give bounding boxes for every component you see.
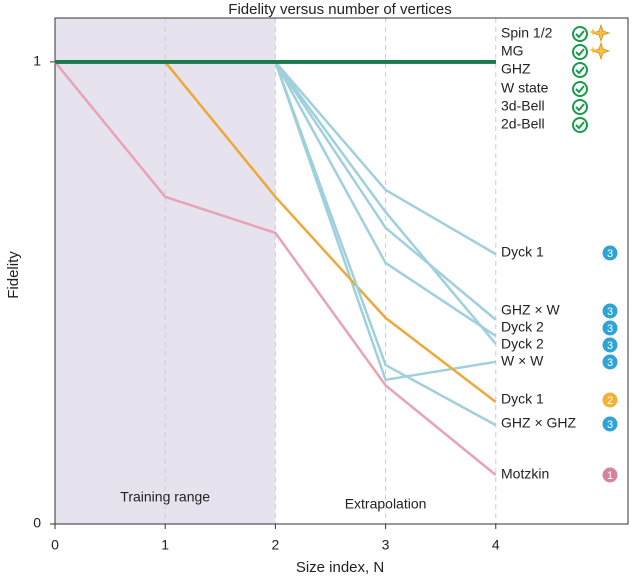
badge-label: 2 [607, 395, 613, 407]
series-line [274, 61, 497, 427]
legend-label: GHZ [501, 61, 531, 77]
y-tick-label: 1 [33, 53, 41, 69]
legend-label: Spin 1/2 [501, 25, 553, 41]
legend-label: MG [501, 43, 524, 59]
check-icon [572, 62, 588, 78]
legend-label: Dyck 1 [501, 244, 544, 260]
badge-label: 3 [607, 340, 613, 352]
y-axis-title: Fidelity [5, 251, 22, 299]
series-line [274, 61, 497, 337]
x-tick-label: 4 [492, 537, 500, 553]
x-tick-label: 3 [382, 537, 390, 553]
legend-label: Dyck 2 [501, 336, 544, 352]
check-mark [575, 48, 585, 57]
badge [602, 320, 618, 336]
x-tick-label: 2 [271, 537, 279, 553]
check-icon [572, 44, 588, 60]
badge [602, 416, 618, 432]
check-icon [572, 81, 588, 97]
legend-label: W × W [501, 353, 544, 369]
check-mark [575, 30, 585, 39]
legend-label: Motzkin [501, 466, 549, 482]
series-line [274, 61, 497, 321]
annotation: Extrapolation [345, 496, 427, 512]
check-icon [572, 117, 588, 133]
legend-label: Dyck 2 [501, 319, 544, 335]
legend-label: W state [501, 80, 549, 96]
sparkle [591, 23, 611, 43]
badge [602, 354, 618, 370]
legend-label: GHZ × GHZ [501, 415, 577, 431]
badge-label: 3 [607, 419, 613, 431]
check-mark [575, 66, 585, 75]
legend-label: 3d-Bell [501, 98, 545, 114]
badge [602, 392, 618, 408]
series-line [54, 61, 497, 476]
badge [602, 467, 618, 483]
x-tick-label: 1 [161, 537, 169, 553]
check-icon [572, 26, 588, 42]
y-tick-label: 0 [33, 515, 41, 531]
badge [602, 337, 618, 353]
badge-label: 3 [607, 357, 613, 369]
series-line [274, 61, 497, 345]
badge [602, 303, 618, 319]
badge-label: 3 [607, 323, 613, 335]
series-line [274, 61, 497, 256]
badge-label: 1 [607, 470, 613, 482]
check-mark [575, 121, 585, 130]
legend-label: Dyck 1 [501, 391, 544, 407]
chart-title: Fidelity versus number of vertices [228, 1, 451, 18]
check-mark [575, 103, 585, 112]
badge-label: 3 [607, 306, 613, 318]
badge-label: 3 [607, 248, 613, 260]
legend-label: 2d-Bell [501, 116, 545, 132]
x-tick-label: 0 [51, 537, 59, 553]
badge [602, 245, 618, 261]
sparkle [589, 28, 597, 36]
sparkle [591, 41, 611, 61]
x-axis-title: Size index, N [296, 559, 384, 576]
series-line [274, 61, 496, 382]
check-mark [575, 85, 585, 94]
legend-label: GHZ × W [501, 302, 561, 318]
sparkle [589, 46, 597, 54]
plot-frame [54, 17, 629, 525]
check-icon [572, 99, 588, 115]
